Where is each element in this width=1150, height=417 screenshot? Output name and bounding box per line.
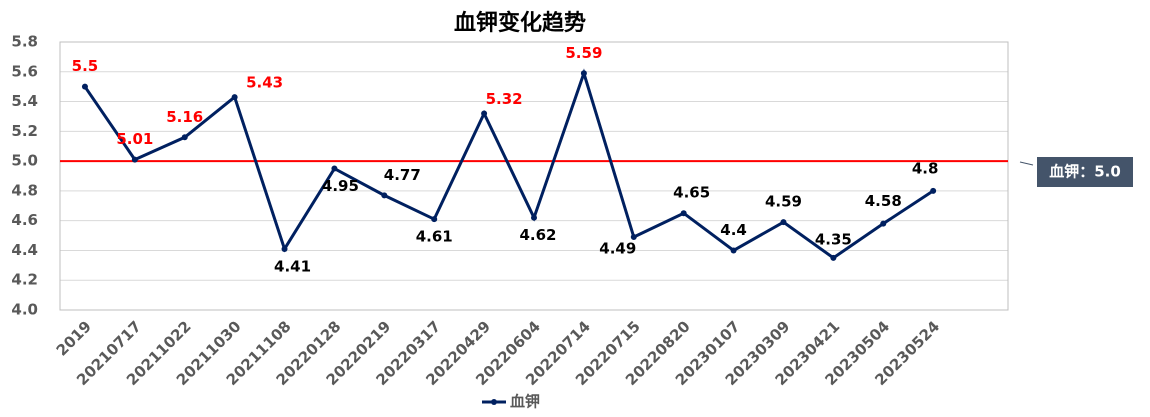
legend-marker <box>491 399 497 405</box>
y-tick-label: 5.0 <box>11 152 38 170</box>
y-tick-label: 4.4 <box>11 241 38 259</box>
value-label: 5.43 <box>246 74 283 92</box>
data-point <box>680 210 687 217</box>
value-label: 5.5 <box>72 57 99 75</box>
y-tick-label: 4.0 <box>11 301 38 319</box>
y-tick-label: 5.2 <box>11 122 38 140</box>
value-label: 4.49 <box>599 240 636 258</box>
data-point <box>580 70 587 77</box>
value-label: 4.62 <box>519 226 556 244</box>
y-tick-label: 4.8 <box>11 181 38 199</box>
annotation-box <box>1037 157 1133 187</box>
data-point <box>331 165 338 172</box>
legend-label: 血钾 <box>510 393 540 411</box>
y-tick-label: 5.4 <box>11 92 38 110</box>
value-label: 4.4 <box>720 221 747 239</box>
data-point <box>880 220 887 227</box>
value-label: 4.8 <box>912 159 939 177</box>
x-tick-label: 2019 <box>53 317 95 359</box>
y-tick-label: 5.6 <box>11 62 38 80</box>
chart-title: 血钾变化趋势 <box>454 10 586 36</box>
data-point <box>730 247 737 254</box>
y-tick-label: 4.2 <box>11 271 38 289</box>
data-point <box>231 94 238 101</box>
data-line <box>83 68 934 260</box>
value-label: 4.59 <box>765 193 802 211</box>
data-point <box>830 254 837 261</box>
data-point <box>531 214 537 221</box>
value-label: 4.41 <box>274 257 311 275</box>
value-label: 4.35 <box>815 230 852 248</box>
value-label: 5.01 <box>116 130 153 148</box>
value-label: 4.77 <box>384 166 421 184</box>
data-point <box>81 83 88 90</box>
data-point <box>381 192 388 199</box>
value-label: 4.58 <box>865 192 902 210</box>
value-label: 4.61 <box>416 228 453 246</box>
data-point <box>930 187 937 194</box>
data-point <box>780 219 787 226</box>
data-point <box>431 216 438 223</box>
plot-border <box>59 41 1009 311</box>
data-point <box>131 156 138 163</box>
data-point <box>630 234 637 241</box>
value-label: 4.95 <box>322 177 359 195</box>
annotation-label: 血钾：5.0 <box>1049 163 1121 181</box>
data-point <box>181 134 188 141</box>
data-point <box>481 110 488 117</box>
data-point <box>281 245 288 252</box>
value-label: 5.32 <box>486 90 523 108</box>
value-label: 5.16 <box>166 108 203 126</box>
value-label: 4.65 <box>673 184 710 202</box>
value-label: 5.59 <box>565 44 602 62</box>
y-tick-label: 5.8 <box>11 33 38 51</box>
y-tick-label: 4.6 <box>11 211 38 229</box>
annotation-arrow <box>1019 161 1034 166</box>
